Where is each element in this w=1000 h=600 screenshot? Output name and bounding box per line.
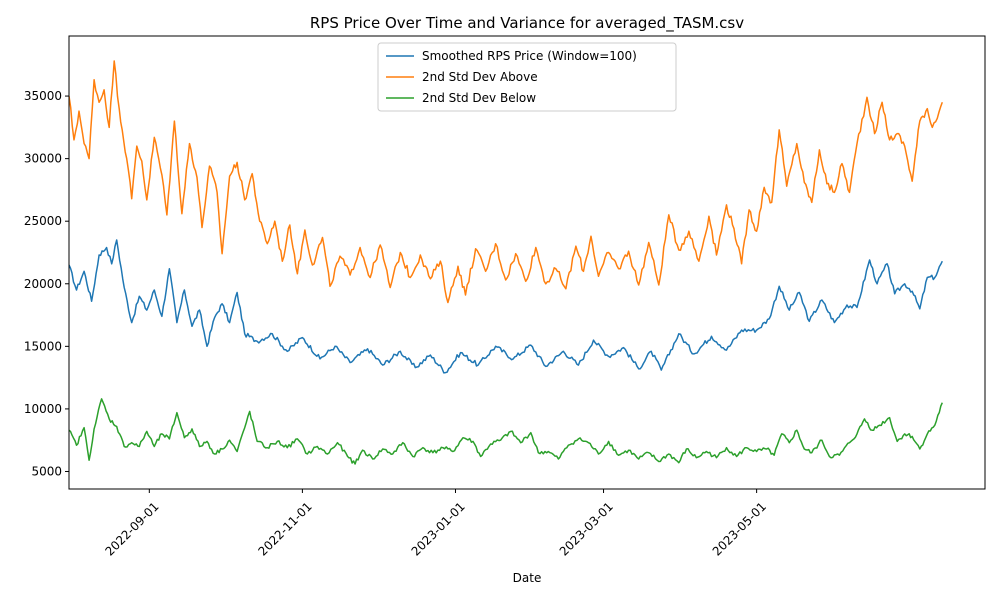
chart-title: RPS Price Over Time and Variance for ave… bbox=[310, 14, 744, 33]
plot-frame bbox=[68, 35, 986, 490]
y-tick-label: 5000 bbox=[31, 464, 62, 478]
legend: Smoothed RPS Price (Window=100) 2nd Std D… bbox=[377, 42, 677, 112]
series-line-2 bbox=[69, 60, 944, 304]
legend-label: 2nd Std Dev Below bbox=[422, 91, 536, 105]
y-tick-label: 35000 bbox=[24, 89, 62, 103]
y-tick-label: 30000 bbox=[24, 152, 62, 166]
series-line-1 bbox=[69, 239, 943, 374]
y-axis: 5000 10000 15000 20000 25000 30000 35000 bbox=[24, 89, 69, 478]
y-tick-label: 15000 bbox=[24, 339, 62, 353]
x-axis-label: Date bbox=[513, 571, 542, 585]
y-tick-label: 25000 bbox=[24, 214, 62, 228]
legend-box bbox=[377, 42, 677, 112]
y-tick-label: 20000 bbox=[24, 277, 62, 291]
series-line-3 bbox=[69, 398, 943, 465]
legend-label: 2nd Std Dev Above bbox=[422, 70, 538, 84]
y-tick-label: 10000 bbox=[24, 402, 62, 416]
plot-area bbox=[69, 60, 944, 465]
legend-label: Smoothed RPS Price (Window=100) bbox=[422, 49, 637, 63]
